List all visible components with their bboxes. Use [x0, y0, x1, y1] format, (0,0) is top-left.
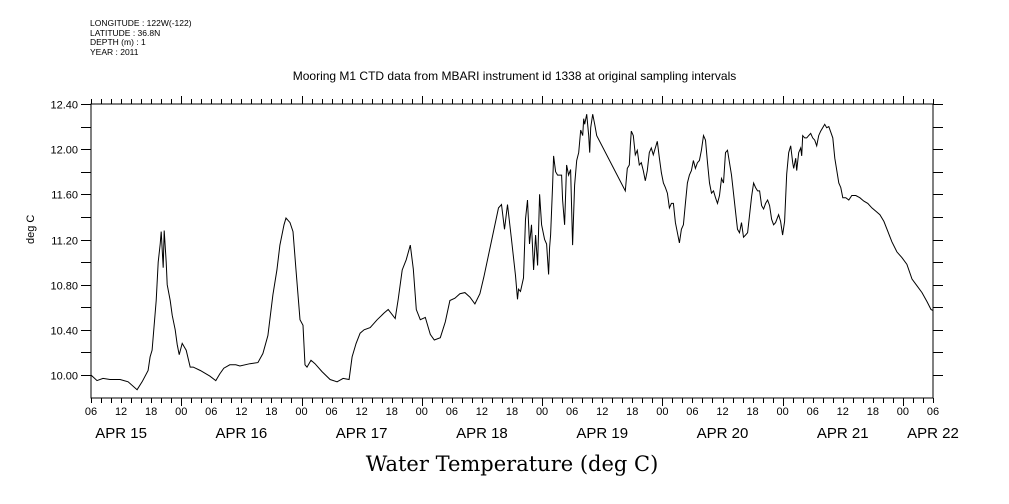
x-hour-label: 00: [777, 406, 789, 418]
x-hour-label: 12: [476, 406, 488, 418]
x-hour-label: 06: [205, 406, 217, 418]
x-day-label: APR 17: [336, 425, 388, 442]
x-hour-label: 12: [596, 406, 608, 418]
longitude-label: LONGITUDE : 122W(-122): [90, 18, 192, 28]
year-label: YEAR : 2011: [90, 46, 139, 57]
x-hour-label: 00: [536, 406, 548, 418]
y-axis: 10.00 10.40 10.80 11.20 11.60 12.00 12.40: [50, 100, 943, 383]
y-tick-label: 12.00: [50, 145, 78, 157]
series-line-water-temperature: [90, 114, 934, 391]
header-info: LONGITUDE : 122W(-122) LATITUDE : 36.8N …: [90, 18, 192, 57]
y-tick-label: 11.20: [51, 236, 78, 248]
x-hour-label: 18: [265, 406, 277, 418]
latitude-label: LATITUDE : 36.8N: [90, 27, 161, 38]
x-hour-label: 18: [867, 406, 879, 418]
x-hour-label: 18: [506, 406, 518, 418]
x-day-label: APR 19: [576, 425, 628, 442]
x-day-label: APR 18: [456, 425, 508, 442]
x-hour-label: 06: [566, 406, 578, 418]
y-tick-label: 11.60: [51, 190, 78, 202]
x-hour-label: 18: [145, 406, 157, 418]
x-day-label: APR 22: [907, 425, 959, 442]
x-hour-label: 00: [656, 406, 668, 418]
x-hour-label: 12: [235, 406, 247, 418]
x-hour-label: 00: [175, 406, 187, 418]
x-hour-label: 00: [897, 406, 909, 418]
x-hour-label: 06: [85, 406, 97, 418]
x-hour-label: 06: [927, 406, 939, 418]
x-hour-label: 12: [716, 406, 728, 418]
x-day-label: APR 21: [817, 425, 869, 442]
x-hour-label: 06: [325, 406, 337, 418]
x-hour-label: 00: [295, 406, 307, 418]
y-tick-label: 10.00: [50, 371, 78, 383]
x-day-label: APR 15: [95, 425, 147, 442]
x-hour-label: 12: [356, 406, 368, 418]
x-hour-label: 06: [807, 406, 819, 418]
x-hour-label: 12: [115, 406, 127, 418]
x-hour-label: 06: [686, 406, 698, 418]
depth-label: DEPTH (m) : 1: [90, 37, 146, 47]
x-axis: 06 12 18 00 06 12 18 00 06 12 18 00 06 12 18 00 06 12 18 00…: [85, 96, 959, 442]
x-hour-label: 06: [446, 406, 458, 418]
y-tick-label: 10.80: [50, 281, 78, 293]
chart-title: Mooring M1 CTD data from MBARI instrumen…: [292, 69, 737, 83]
y-tick-label: 12.40: [50, 100, 78, 112]
x-hour-label: 18: [386, 406, 398, 418]
x-hour-label: 00: [416, 406, 428, 418]
y-tick-label: 10.40: [50, 326, 78, 338]
x-day-label: APR 16: [216, 425, 268, 442]
x-hour-label: 18: [626, 406, 638, 418]
x-day-label: APR 20: [697, 425, 749, 442]
x-axis-title: Water Temperature (deg C): [365, 452, 659, 476]
x-hour-label: 18: [746, 406, 758, 418]
x-hour-label: 12: [837, 406, 849, 418]
plot-frame: [90, 103, 934, 399]
